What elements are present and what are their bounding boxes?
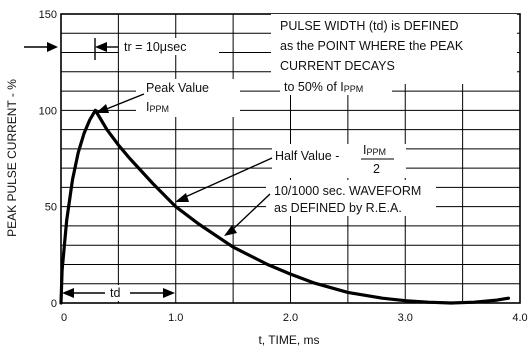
half-pointer-head <box>175 193 189 202</box>
half-value-numerator: IPPM <box>363 143 386 157</box>
half-value-label: Half Value - <box>275 149 339 163</box>
pulse-note-line3: CURRENT DECAYS <box>280 59 395 73</box>
tr-label: tr = 10μsec <box>124 40 186 54</box>
td-label: td <box>110 286 120 300</box>
waveform-note-line2: as DEFINED by R.E.A. <box>274 201 402 215</box>
pulse-note-box <box>271 14 517 84</box>
half-pointer-line <box>182 157 273 199</box>
waveform-pointer-head <box>224 225 237 236</box>
pulse-note-line2: as the POINT WHERE the PEAK <box>280 39 464 53</box>
x-tick-label: 3.0 <box>398 312 413 324</box>
y-axis-label: PEAK PULSE CURRENT - % <box>5 79 19 237</box>
x-tick-label: 0 <box>61 312 67 324</box>
x-tick-label: 1.0 <box>168 312 183 324</box>
tr-right-arrow-head <box>95 42 107 52</box>
x-tick-label: 4.0 <box>512 312 527 324</box>
x-axis-label: t, TIME, ms <box>258 333 319 347</box>
waveform-curve <box>59 108 511 305</box>
annotations: PULSE WIDTH (td) is DEFINED as the POINT… <box>24 14 517 301</box>
peak-value-label: Peak Value <box>146 81 209 95</box>
y-tick-label: 150 <box>39 9 57 21</box>
y-tick-label: 100 <box>39 105 57 117</box>
peak-pointer-head <box>96 104 109 113</box>
tick-labels: 0 1.0 2.0 3.0 4.0 0 50 100 150 <box>39 9 528 324</box>
y-tick-label: 0 <box>51 298 57 310</box>
peak-value-symbol: IPPM <box>146 100 169 114</box>
pulse-note-line4: to 50% of IPPM <box>284 80 363 94</box>
waveform-pointer-line <box>231 193 271 231</box>
pulse-note-line1: PULSE WIDTH (td) is DEFINED <box>280 19 459 33</box>
tr-left-arrow-head <box>47 42 58 52</box>
y-tick-label: 50 <box>45 202 57 214</box>
half-value-denominator: 2 <box>373 162 380 176</box>
x-tick-label: 2.0 <box>283 312 298 324</box>
peak-pointer-line <box>103 93 145 111</box>
td-right-arrow-head <box>163 288 175 298</box>
waveform-note-line1: 10/1000 sec. WAVEFORM <box>274 184 421 198</box>
td-left-arrow-head <box>62 288 74 298</box>
